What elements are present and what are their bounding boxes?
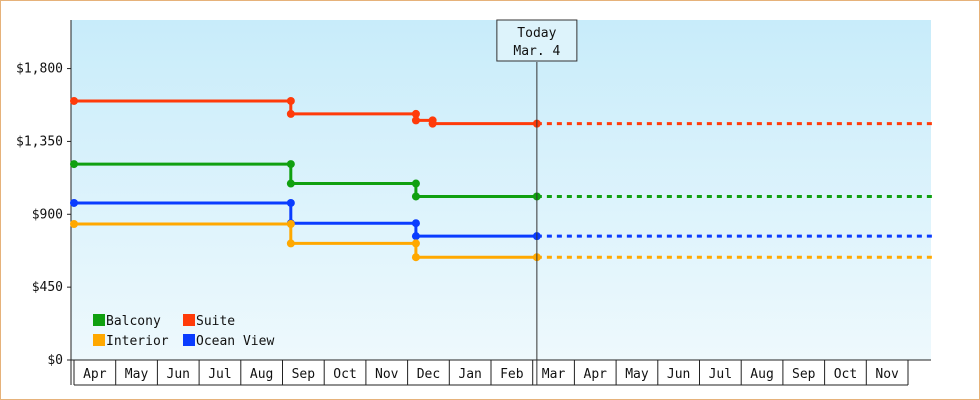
y-tick-label: $450 bbox=[32, 280, 63, 295]
data-point bbox=[411, 239, 420, 248]
today-marker: Today Mar. 4 bbox=[496, 19, 578, 385]
data-point bbox=[70, 160, 78, 169]
data-point bbox=[411, 192, 420, 201]
data-point bbox=[428, 119, 437, 128]
x-tick-label: Dec bbox=[417, 367, 440, 382]
legend-label: Suite bbox=[196, 314, 235, 329]
x-tick-label: Aug bbox=[750, 367, 773, 382]
x-tick-label: Jul bbox=[208, 367, 231, 382]
legend-label: Balcony bbox=[106, 314, 161, 329]
x-tick-label: Jun bbox=[167, 367, 190, 382]
legend: Balcony Suite Interior Ocean View bbox=[93, 314, 274, 349]
data-point bbox=[286, 109, 295, 118]
data-point bbox=[286, 96, 295, 105]
plot-area bbox=[71, 20, 931, 360]
x-tick-label: Jul bbox=[709, 367, 732, 382]
data-point bbox=[286, 220, 295, 228]
today-box bbox=[496, 19, 578, 62]
data-point bbox=[70, 198, 78, 207]
series-line bbox=[74, 201, 537, 238]
x-tick-label: Mar bbox=[542, 367, 566, 382]
legend-item: Interior bbox=[93, 334, 169, 349]
x-tick-label: Apr bbox=[584, 367, 608, 382]
x-tick-label: Feb bbox=[500, 367, 524, 382]
data-point bbox=[70, 96, 78, 105]
series-line bbox=[74, 162, 537, 198]
data-point bbox=[70, 220, 78, 228]
legend-swatch bbox=[93, 334, 105, 346]
today-date: Mar. 4 bbox=[513, 44, 560, 59]
series-layer bbox=[70, 96, 934, 262]
data-point bbox=[286, 160, 295, 169]
legend-item: Ocean View bbox=[183, 334, 274, 349]
y-tick-label: $0 bbox=[47, 353, 63, 368]
data-point bbox=[411, 219, 420, 228]
x-tick-label: May bbox=[625, 367, 649, 382]
x-tick-label: Oct bbox=[333, 367, 356, 382]
x-tick-label: Nov bbox=[375, 367, 399, 382]
x-tick-label: Sep bbox=[292, 367, 316, 382]
x-tick-label: May bbox=[125, 367, 149, 382]
data-point bbox=[286, 198, 295, 207]
legend-item: Suite bbox=[183, 314, 235, 329]
data-point bbox=[286, 239, 295, 248]
data-point bbox=[411, 179, 420, 188]
data-point bbox=[411, 232, 420, 241]
x-axis: Apr May Jun Jul Aug Sep Oct Nov Dec Jan Feb Mar Apr M… bbox=[71, 359, 931, 386]
series-line bbox=[74, 222, 537, 259]
series-balcony bbox=[70, 160, 934, 201]
legend-item: Balcony bbox=[93, 314, 161, 329]
x-tick-label: Jan bbox=[458, 367, 481, 382]
x-tick-label: Aug bbox=[250, 367, 273, 382]
legend-swatch bbox=[93, 314, 105, 326]
y-tick-label: $1,800 bbox=[16, 62, 63, 77]
y-axis: $0 $450 $900 $1,350 $1,800 bbox=[16, 20, 72, 385]
y-tick-label: $1,350 bbox=[16, 134, 63, 149]
data-point bbox=[286, 179, 295, 188]
x-tick-label: Jun bbox=[667, 367, 690, 382]
legend-label: Interior bbox=[106, 334, 169, 349]
data-point bbox=[411, 253, 420, 262]
legend-label: Ocean View bbox=[196, 334, 274, 349]
data-point bbox=[411, 109, 420, 118]
x-tick-label: Oct bbox=[834, 367, 857, 382]
series-interior bbox=[70, 220, 934, 262]
x-tick-label: Nov bbox=[875, 367, 899, 382]
data-point bbox=[411, 116, 420, 125]
x-tick-label: Apr bbox=[83, 367, 107, 382]
series-suite bbox=[70, 96, 934, 128]
y-tick-label: $900 bbox=[32, 207, 63, 222]
x-tick-label: Sep bbox=[792, 367, 816, 382]
legend-swatch bbox=[183, 314, 195, 326]
legend-swatch bbox=[183, 334, 195, 346]
today-label: Today bbox=[517, 26, 556, 41]
